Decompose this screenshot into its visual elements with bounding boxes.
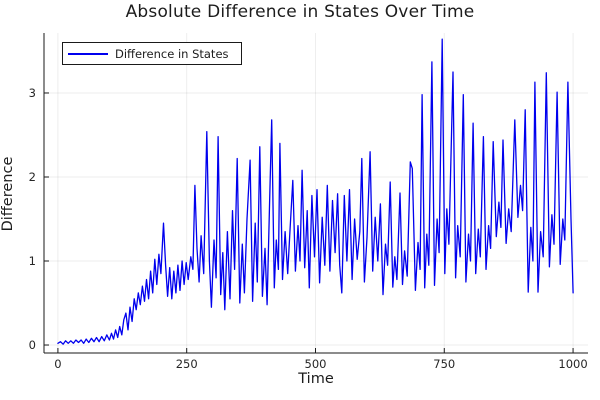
y-tick-label: 3 bbox=[29, 86, 36, 100]
x-tick-label: 1000 bbox=[558, 357, 587, 371]
y-tick-label: 0 bbox=[29, 338, 36, 352]
legend-box: Difference in States bbox=[62, 42, 242, 65]
y-axis-label: Difference bbox=[0, 156, 16, 232]
series-line bbox=[57, 38, 574, 345]
x-tick-label: 750 bbox=[433, 357, 455, 371]
x-tick-label: 500 bbox=[305, 357, 327, 371]
y-tick-label: 1 bbox=[29, 254, 36, 268]
x-tick-label: 0 bbox=[54, 357, 61, 371]
x-tick-label: 250 bbox=[176, 357, 198, 371]
legend-line-swatch bbox=[68, 52, 108, 55]
chart-title: Absolute Difference in States Over Time bbox=[125, 2, 475, 22]
y-tick-label: 2 bbox=[29, 170, 36, 184]
legend-label: Difference in States bbox=[115, 46, 229, 61]
x-axis-label: Time bbox=[298, 371, 334, 387]
